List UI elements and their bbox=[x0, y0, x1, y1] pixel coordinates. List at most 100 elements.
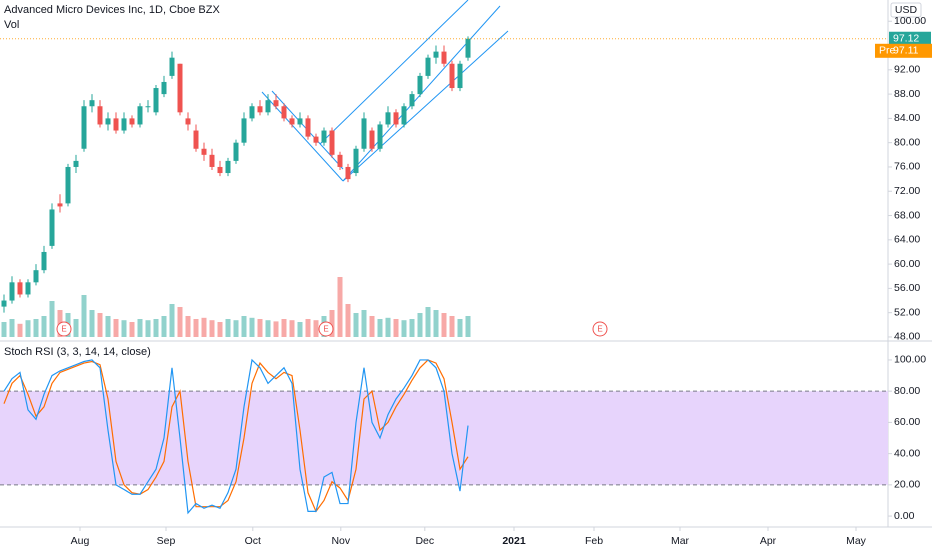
currency[interactable]: USD bbox=[895, 4, 918, 16]
channel-line bbox=[319, 0, 469, 145]
volume-bar bbox=[257, 319, 263, 337]
y-tick-label: 68.00 bbox=[894, 209, 920, 221]
y-tick-label: 92.00 bbox=[894, 64, 920, 76]
volume-bar bbox=[73, 319, 79, 337]
y-tick-label: 40.00 bbox=[894, 447, 920, 459]
candle-body bbox=[57, 203, 63, 207]
candle-body bbox=[81, 106, 87, 149]
volume-bar bbox=[177, 307, 183, 337]
candle-body bbox=[169, 57, 175, 76]
candle-body bbox=[289, 118, 295, 125]
volume-bar bbox=[153, 319, 159, 337]
volume-bar bbox=[305, 319, 311, 337]
volume-bar bbox=[161, 316, 167, 337]
candle-body bbox=[1, 300, 7, 307]
volume-bar bbox=[185, 316, 191, 337]
candle-body bbox=[273, 100, 279, 107]
volume-bar bbox=[425, 307, 431, 337]
last-price-label: 97.12 bbox=[893, 33, 919, 45]
volume-bar bbox=[217, 322, 223, 337]
volume-bar bbox=[121, 320, 127, 337]
candle-body bbox=[241, 118, 247, 143]
volume-bar bbox=[345, 304, 351, 337]
volume-bar bbox=[249, 317, 255, 337]
volume-bar bbox=[457, 319, 463, 337]
y-tick-label: 88.00 bbox=[894, 88, 920, 100]
y-tick-label: 80.00 bbox=[894, 385, 920, 397]
volume-bar bbox=[33, 319, 39, 337]
volume-bar bbox=[433, 310, 439, 337]
x-tick-label: Nov bbox=[331, 535, 350, 547]
last-price-box bbox=[889, 31, 931, 46]
volume-bar bbox=[297, 322, 303, 337]
volume-label: Vol bbox=[4, 19, 19, 31]
candle-body bbox=[433, 51, 439, 58]
volume-bar bbox=[89, 310, 95, 337]
candle-body bbox=[201, 148, 207, 155]
y-tick-label: 84.00 bbox=[894, 112, 920, 124]
earnings-marker bbox=[56, 321, 72, 337]
volume-bar bbox=[193, 319, 199, 337]
volume-bar bbox=[465, 316, 471, 337]
pre-price-label: 97.11 bbox=[893, 45, 919, 57]
x-tick-label: Dec bbox=[415, 535, 434, 547]
volume-bar bbox=[409, 319, 415, 337]
candle-body bbox=[33, 270, 39, 283]
candle-body bbox=[233, 142, 239, 161]
candle-body bbox=[129, 118, 135, 125]
candle-body bbox=[65, 166, 71, 204]
stoch-line bbox=[3, 358, 469, 515]
candle-body bbox=[145, 106, 151, 108]
volume-bar bbox=[137, 319, 143, 337]
candle-body bbox=[97, 106, 103, 125]
candle-body bbox=[361, 118, 367, 149]
stoch-band bbox=[0, 391, 888, 485]
y-tick-label: 76.00 bbox=[894, 161, 920, 173]
candle-body bbox=[313, 136, 319, 143]
volume-bar bbox=[209, 320, 215, 337]
candle-body bbox=[353, 148, 359, 174]
candle-body bbox=[9, 282, 15, 301]
candle-body bbox=[281, 106, 287, 119]
candle-body bbox=[105, 118, 111, 125]
volume-bar bbox=[129, 322, 135, 337]
candle-body bbox=[257, 106, 263, 113]
earnings-marker bbox=[318, 321, 334, 337]
earnings-marker bbox=[592, 321, 608, 337]
candle-body bbox=[41, 251, 47, 271]
y-tick-label: 100.00 bbox=[894, 354, 926, 366]
volume-bar bbox=[145, 320, 151, 337]
volume-bar bbox=[241, 316, 247, 337]
volume-bar bbox=[41, 316, 47, 337]
candle-body bbox=[193, 130, 199, 149]
indicator-title: Stoch RSI (3, 3, 14, 14, close) bbox=[4, 346, 151, 358]
candle-body bbox=[161, 81, 167, 95]
candle-body bbox=[225, 160, 231, 174]
candle-body bbox=[385, 112, 391, 125]
earnings-label: E bbox=[61, 325, 66, 334]
candle-body bbox=[89, 100, 95, 107]
earnings-label: E bbox=[597, 325, 602, 334]
volume-bar bbox=[361, 310, 367, 337]
x-tick-label: Oct bbox=[245, 535, 261, 547]
y-tick-label: 80.00 bbox=[894, 136, 920, 148]
volume-bar bbox=[417, 313, 423, 337]
y-tick-label: 0.00 bbox=[894, 510, 915, 522]
candle-body bbox=[465, 38, 471, 58]
volume-bar bbox=[449, 316, 455, 337]
candle-body bbox=[17, 282, 23, 295]
candle-body bbox=[417, 75, 423, 95]
candle-body bbox=[297, 118, 303, 125]
volume-bar bbox=[289, 320, 295, 337]
volume-bar bbox=[337, 277, 343, 337]
volume-bar bbox=[105, 316, 111, 337]
currency-box[interactable] bbox=[890, 2, 922, 18]
volume-bar bbox=[329, 310, 335, 337]
candle-body bbox=[369, 130, 375, 149]
candle-body bbox=[425, 57, 431, 76]
candle-body bbox=[73, 160, 79, 167]
x-tick-label: Sep bbox=[157, 535, 176, 547]
volume-bar bbox=[313, 320, 319, 337]
candle-body bbox=[25, 282, 31, 295]
volume-bar bbox=[113, 319, 119, 337]
